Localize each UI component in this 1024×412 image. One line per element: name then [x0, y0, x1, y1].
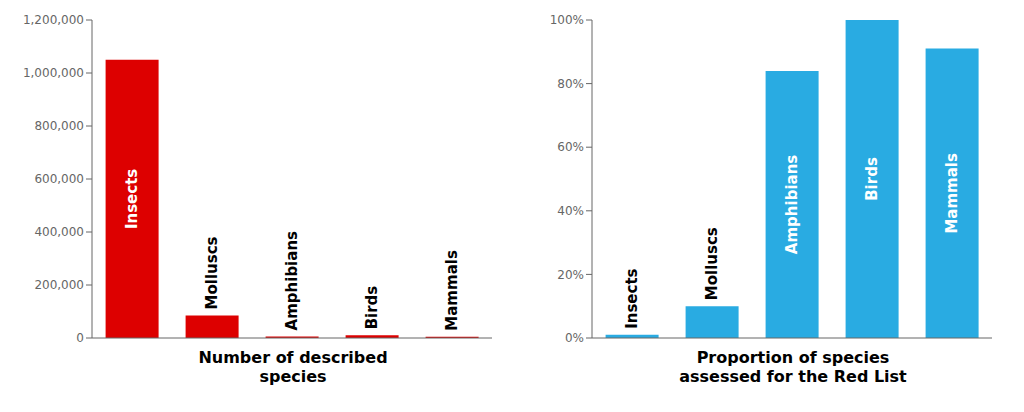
svg-text:Amphibians: Amphibians [783, 155, 801, 254]
svg-text:200,000: 200,000 [34, 278, 84, 292]
svg-text:80%: 80% [557, 77, 584, 91]
svg-text:Amphibians: Amphibians [283, 231, 301, 330]
svg-text:0: 0 [76, 331, 84, 345]
svg-text:40%: 40% [557, 204, 584, 218]
svg-text:Molluscs: Molluscs [703, 227, 721, 300]
svg-text:400,000: 400,000 [34, 225, 84, 239]
svg-text:600,000: 600,000 [34, 172, 84, 186]
svg-text:60%: 60% [557, 140, 584, 154]
svg-text:Insects: Insects [123, 169, 141, 229]
html-text:Proportion of species: Proportion of species [696, 348, 890, 367]
svg-text:Mammals: Mammals [943, 153, 961, 234]
svg-text:Insects: Insects [623, 268, 641, 328]
svg-text:Mammals: Mammals [443, 250, 461, 331]
svg-text:Birds: Birds [863, 157, 881, 201]
svg-text:0%: 0% [565, 331, 584, 345]
svg-text:1,200,000: 1,200,000 [23, 13, 84, 27]
svg-text:Birds: Birds [363, 286, 381, 330]
svg-text:1,000,000: 1,000,000 [23, 66, 84, 80]
svg-text:100%: 100% [550, 13, 584, 27]
svg-text:20%: 20% [557, 268, 584, 282]
html-text:assessed for the Red List: assessed for the Red List [679, 367, 907, 386]
svg-text:800,000: 800,000 [34, 119, 84, 133]
svg-text:Molluscs: Molluscs [203, 236, 221, 309]
html-text:species: species [259, 367, 327, 386]
html-text:Number of described: Number of described [198, 348, 388, 367]
